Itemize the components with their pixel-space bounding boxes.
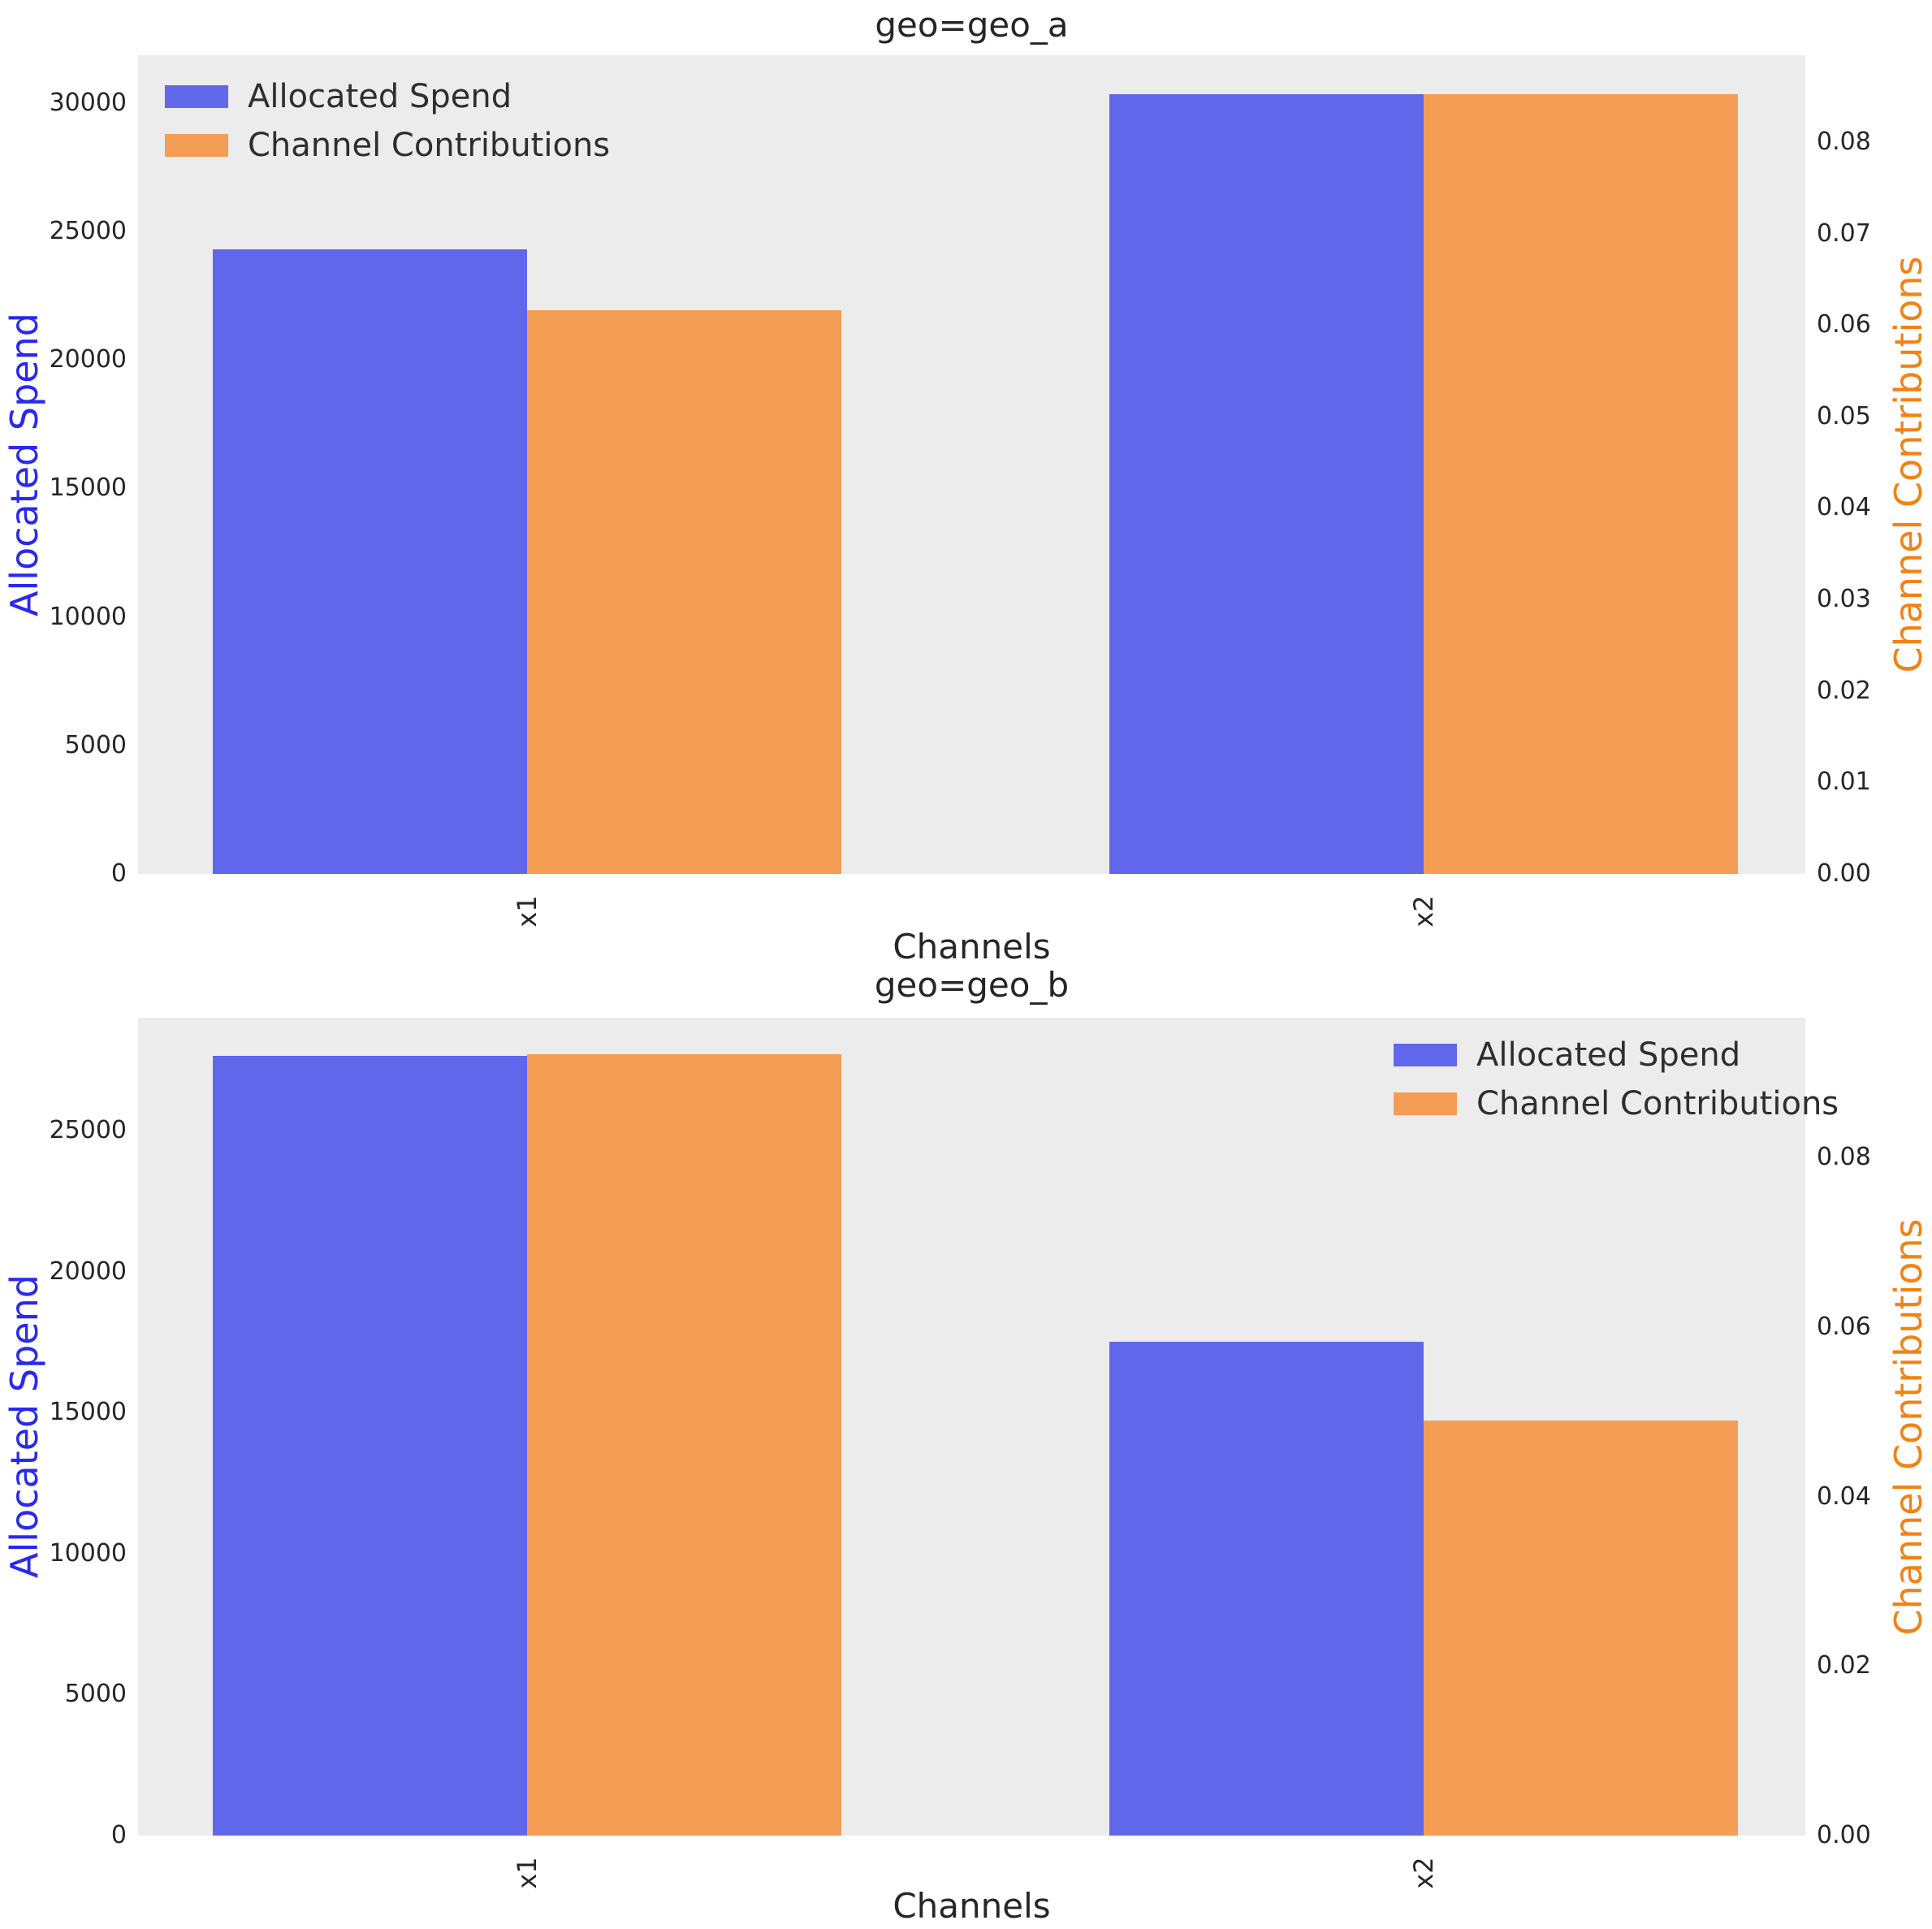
legend-item-allocated-spend: Allocated Spend	[1394, 1036, 1839, 1074]
x-tick-label-x1: x1	[511, 1857, 542, 1889]
y-tick-label: 5000	[64, 730, 127, 759]
chart-title-geo-b: geo=geo_b	[874, 965, 1070, 1005]
y-tick-label: 0.05	[1817, 401, 1871, 430]
left-axis-label-geo-a: Allocated Spend	[2, 313, 46, 616]
bar-channel-contributions-x2	[1424, 1420, 1739, 1836]
legend-geo-a: Allocated Spend Channel Contributions	[165, 78, 610, 164]
x-tick-label-x2: x2	[1408, 1857, 1440, 1889]
y-tick-label: 10000	[49, 1538, 127, 1568]
legend-geo-b: Allocated Spend Channel Contributions	[1394, 1036, 1839, 1122]
legend-label: Allocated Spend	[248, 78, 512, 115]
y-tick-label: 0.07	[1817, 218, 1871, 248]
bar-allocated-spend-x1	[212, 1055, 527, 1836]
bar-channel-contributions-x1	[526, 1053, 841, 1836]
x-axis-label-geo-a: Channels	[893, 927, 1051, 967]
y-tick-label: 25000	[49, 217, 127, 246]
legend-label: Channel Contributions	[1476, 1085, 1839, 1122]
y-tick-label: 0.00	[1817, 1821, 1871, 1849]
x-tick-label-x2: x2	[1408, 895, 1440, 928]
y-tick-label: 10000	[49, 602, 127, 631]
legend-item-channel-contributions: Channel Contributions	[1394, 1085, 1839, 1122]
legend-item-allocated-spend: Allocated Spend	[165, 78, 610, 115]
legend-label: Allocated Spend	[1476, 1036, 1741, 1074]
y-tick-label: 0.06	[1817, 1312, 1871, 1341]
y-tick-label: 0.01	[1817, 768, 1871, 797]
y-tick-label: 0.08	[1817, 127, 1871, 156]
y-tick-label: 15000	[49, 1398, 127, 1427]
y-tick-label: 0	[110, 859, 127, 888]
bar-channel-contributions-x1	[526, 310, 841, 874]
y-tick-label: 5000	[64, 1680, 127, 1709]
y-tick-label: 0.00	[1817, 859, 1871, 888]
y-tick-label: 0.04	[1817, 493, 1871, 522]
bar-allocated-spend-x1	[212, 249, 527, 874]
y-tick-label: 0.02	[1817, 1651, 1871, 1680]
y-tick-label: 20000	[49, 1256, 127, 1286]
y-tick-label: 25000	[49, 1115, 127, 1144]
right-axis-label-geo-a: Channel Contributions	[1887, 256, 1930, 673]
y-tick-label: 0.06	[1817, 310, 1871, 340]
y-tick-label: 15000	[49, 474, 127, 503]
allocated-spend-swatch	[1394, 1044, 1457, 1066]
bar-channel-contributions-x2	[1424, 94, 1739, 874]
y-tick-label: 30000	[49, 88, 127, 117]
y-tick-label: 0.03	[1817, 585, 1871, 614]
x-axis-label-geo-b: Channels	[893, 1886, 1051, 1926]
y-tick-label: 20000	[49, 345, 127, 374]
channel-contributions-swatch	[165, 134, 228, 157]
y-tick-label: 0.04	[1817, 1481, 1871, 1511]
y-tick-label: 0	[110, 1821, 127, 1849]
legend-label: Channel Contributions	[248, 127, 611, 164]
y-tick-label: 0.02	[1817, 676, 1871, 705]
allocated-spend-swatch	[165, 85, 228, 108]
y-tick-label: 0.08	[1817, 1143, 1871, 1172]
legend-item-channel-contributions: Channel Contributions	[165, 127, 610, 164]
chart-title-geo-a: geo=geo_a	[875, 5, 1069, 45]
right-axis-label-geo-b: Channel Contributions	[1887, 1218, 1930, 1636]
plot-area-geo-a	[138, 55, 1805, 874]
x-tick-label-x1: x1	[511, 895, 542, 928]
bar-allocated-spend-x2	[1109, 93, 1424, 874]
plot-area-geo-b	[138, 1018, 1805, 1836]
bar-allocated-spend-x2	[1109, 1342, 1424, 1836]
channel-contributions-swatch	[1394, 1092, 1457, 1115]
